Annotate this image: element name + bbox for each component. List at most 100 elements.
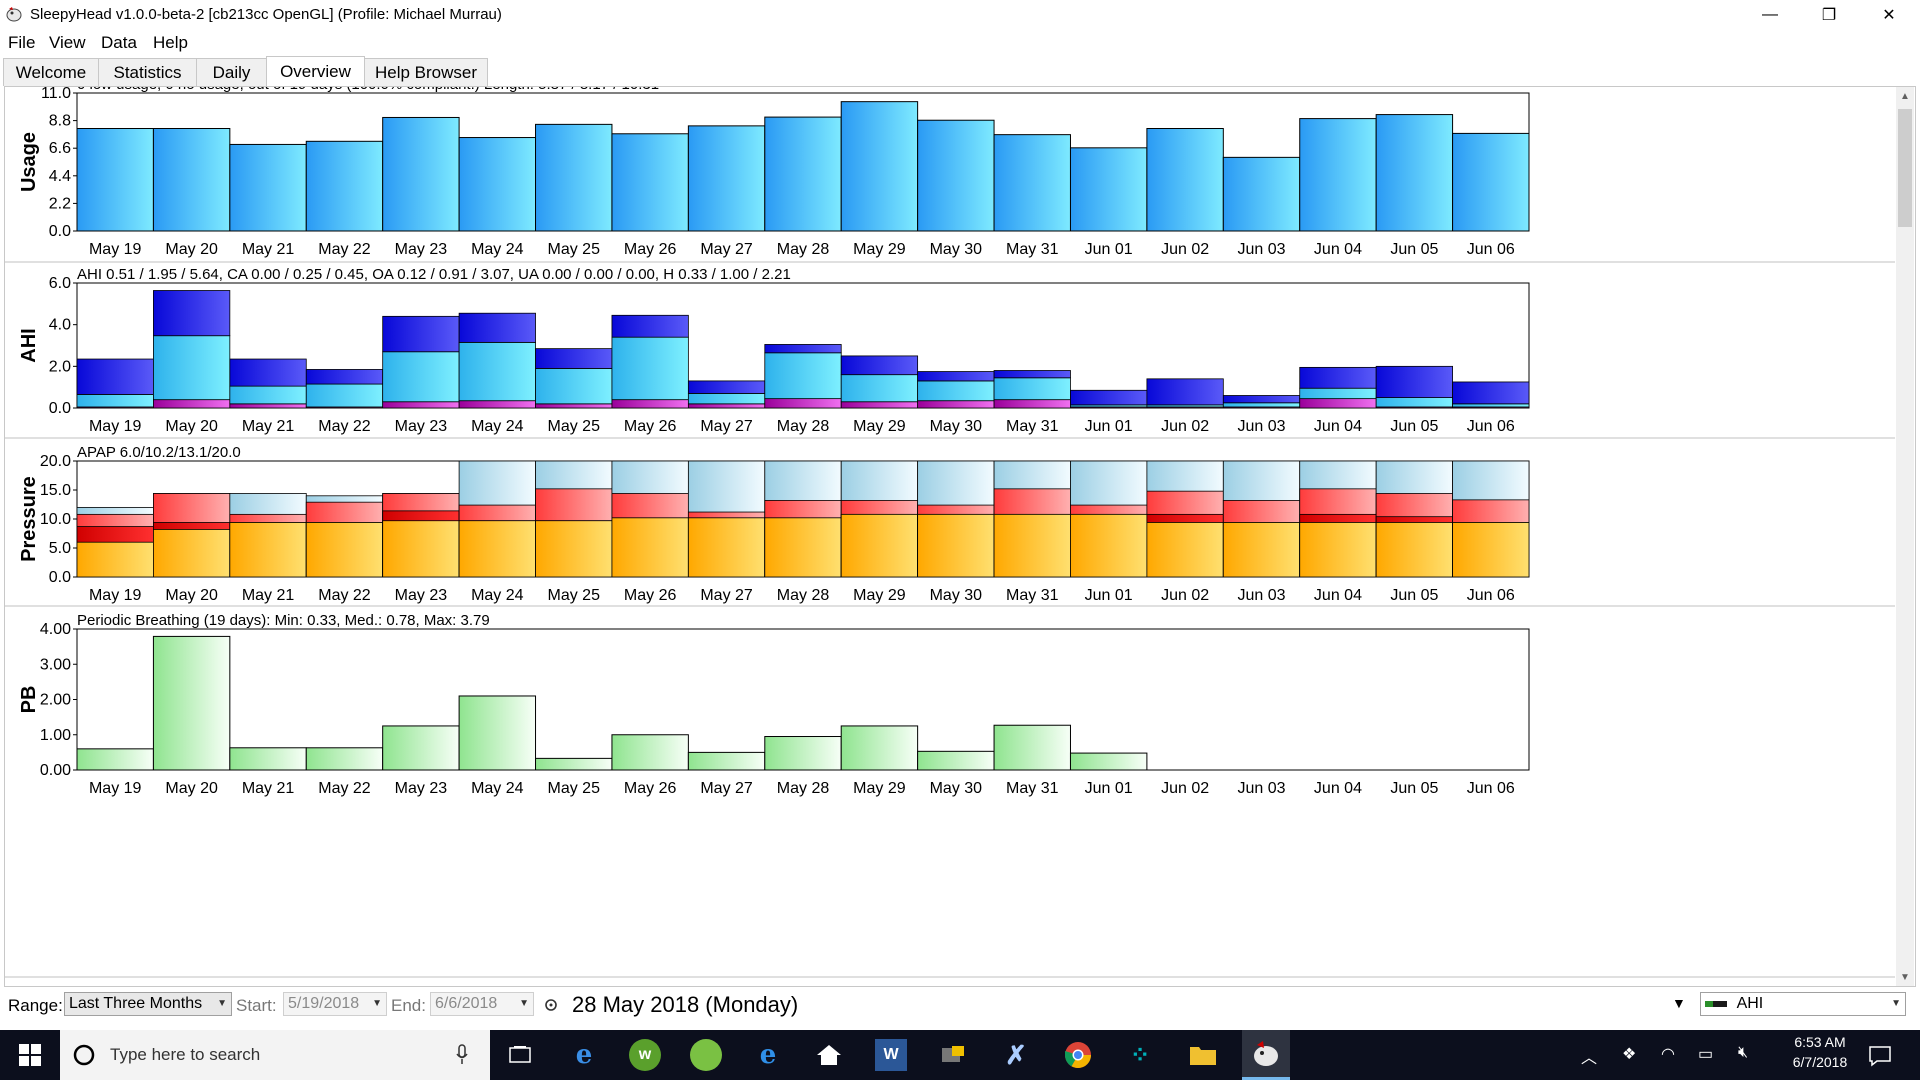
bar-band-min[interactable] bbox=[917, 513, 995, 578]
app-w-icon[interactable]: w bbox=[629, 1039, 661, 1071]
bar-band-min[interactable] bbox=[1222, 522, 1301, 578]
menu-data[interactable]: Data bbox=[101, 33, 137, 52]
bar-segment-ca[interactable] bbox=[535, 403, 613, 409]
app-green-ball-icon[interactable] bbox=[690, 1039, 722, 1071]
bar-band-min[interactable] bbox=[1375, 522, 1453, 578]
bar-segment-h[interactable] bbox=[993, 370, 1071, 379]
bar-pb[interactable] bbox=[993, 724, 1071, 771]
graph-select[interactable]: AHI ▼ bbox=[1700, 992, 1906, 1016]
start-button[interactable] bbox=[0, 1030, 60, 1080]
end-date-field[interactable]: 6/6/2018 ▼ bbox=[430, 992, 534, 1016]
bar-segment-ca[interactable] bbox=[687, 403, 766, 409]
bar-pb[interactable] bbox=[611, 734, 689, 771]
bar-segment-oa[interactable] bbox=[153, 335, 231, 401]
start-date-field[interactable]: 5/19/2018 ▼ bbox=[283, 992, 387, 1016]
bar-pb[interactable] bbox=[840, 725, 919, 771]
graph-dropdown-arrow-icon[interactable]: ▼ bbox=[1672, 995, 1686, 1011]
menu-help[interactable]: Help bbox=[153, 33, 188, 52]
bar-segment-oa[interactable] bbox=[229, 385, 307, 405]
menu-view[interactable]: View bbox=[49, 33, 86, 52]
x-app-icon[interactable]: ✗ bbox=[1005, 1039, 1027, 1070]
taskbar-clock[interactable]: 6:53 AM 6/7/2018 bbox=[1770, 1034, 1870, 1070]
bar-segment-h[interactable] bbox=[305, 369, 384, 385]
bar-segment-ca[interactable] bbox=[917, 400, 995, 409]
bar-segment-h[interactable] bbox=[840, 355, 919, 376]
tab-welcome[interactable]: Welcome bbox=[3, 58, 99, 86]
tab-daily[interactable]: Daily bbox=[196, 58, 267, 86]
bar-usage[interactable] bbox=[993, 134, 1071, 232]
home-icon[interactable] bbox=[813, 1039, 845, 1071]
bar-segment-ca[interactable] bbox=[1299, 398, 1377, 409]
bar-band-min[interactable] bbox=[305, 522, 384, 578]
bar-segment-h[interactable] bbox=[764, 344, 842, 354]
tab-overview[interactable]: Overview bbox=[266, 56, 365, 86]
bar-segment-h[interactable] bbox=[229, 358, 307, 387]
menu-file[interactable]: File bbox=[8, 33, 36, 52]
bar-segment-oa[interactable] bbox=[1375, 397, 1453, 408]
overview-graphs[interactable]: Usage 0 low usage, 0 no usage, out of 19 … bbox=[5, 87, 1895, 986]
bar-segment-h[interactable] bbox=[1299, 366, 1377, 389]
bar-segment-ca[interactable] bbox=[153, 399, 231, 409]
close-button[interactable]: ✕ bbox=[1882, 7, 1896, 24]
bar-band-min[interactable] bbox=[229, 522, 307, 578]
bar-usage[interactable] bbox=[1375, 114, 1454, 232]
word-icon[interactable]: W bbox=[875, 1039, 907, 1071]
bar-band-min[interactable] bbox=[611, 517, 689, 578]
bar-band-min[interactable] bbox=[535, 520, 613, 578]
bar-segment-h[interactable] bbox=[917, 371, 995, 382]
bar-band-min[interactable] bbox=[687, 517, 766, 578]
volume-muted-icon[interactable]: 🔇︎ bbox=[1738, 1044, 1749, 1061]
pinned-app-icon[interactable] bbox=[937, 1039, 969, 1071]
bar-usage[interactable] bbox=[535, 123, 613, 232]
bar-usage[interactable] bbox=[152, 128, 231, 232]
bar-pb[interactable] bbox=[382, 725, 460, 771]
bar-segment-oa[interactable] bbox=[840, 374, 919, 403]
bar-band-min[interactable] bbox=[153, 529, 231, 578]
bar-segment-oa[interactable] bbox=[993, 377, 1071, 401]
bar-segment-ca[interactable] bbox=[993, 399, 1071, 409]
bar-segment-h[interactable] bbox=[382, 315, 460, 353]
bar-segment-h[interactable] bbox=[535, 348, 613, 369]
bar-band-min[interactable] bbox=[840, 513, 919, 578]
bar-band-min[interactable] bbox=[993, 513, 1071, 578]
bar-segment-h[interactable] bbox=[1146, 378, 1224, 406]
bar-usage[interactable] bbox=[1069, 147, 1148, 232]
bar-segment-ca[interactable] bbox=[611, 399, 689, 409]
bar-segment-oa[interactable] bbox=[917, 380, 995, 402]
bar-band-min[interactable] bbox=[764, 517, 842, 578]
tab-help-browser[interactable]: Help Browser bbox=[364, 58, 488, 86]
chrome-icon[interactable] bbox=[1062, 1039, 1094, 1071]
bar-segment-ca[interactable] bbox=[382, 401, 460, 409]
bar-segment-ca[interactable] bbox=[229, 403, 307, 409]
bar-segment-oa[interactable] bbox=[76, 394, 154, 408]
bar-segment-oa[interactable] bbox=[1299, 387, 1377, 400]
bar-usage[interactable] bbox=[1452, 132, 1530, 232]
vertical-scrollbar[interactable]: ▲ ▼ bbox=[1896, 87, 1914, 986]
bar-band-min[interactable] bbox=[458, 520, 536, 578]
bar-band-min[interactable] bbox=[1299, 522, 1377, 578]
bar-segment-oa[interactable] bbox=[687, 393, 766, 405]
edge-browser-icon[interactable]: e bbox=[575, 1040, 593, 1070]
bar-usage[interactable] bbox=[840, 101, 919, 232]
battery-icon[interactable]: ▭ bbox=[1698, 1046, 1714, 1063]
bar-segment-ca[interactable] bbox=[840, 401, 919, 409]
bar-usage[interactable] bbox=[382, 116, 460, 232]
scroll-thumb[interactable] bbox=[1898, 109, 1912, 227]
bar-band-min[interactable] bbox=[382, 520, 460, 578]
bar-segment-ca[interactable] bbox=[458, 400, 536, 409]
microphone-icon[interactable] bbox=[455, 1044, 469, 1066]
bar-usage[interactable] bbox=[1222, 156, 1301, 232]
bar-usage[interactable] bbox=[1299, 118, 1377, 232]
bar-segment-ca[interactable] bbox=[764, 398, 842, 409]
bar-band-min[interactable] bbox=[1146, 522, 1224, 578]
taskbar-search[interactable]: Type here to search bbox=[60, 1030, 490, 1080]
bar-segment-h[interactable] bbox=[153, 290, 231, 337]
minimize-button[interactable]: — bbox=[1762, 6, 1778, 23]
bar-segment-h[interactable] bbox=[1452, 381, 1530, 405]
bar-usage[interactable] bbox=[229, 143, 307, 232]
dropbox-icon[interactable]: ❖ bbox=[1622, 1046, 1637, 1063]
bar-segment-h[interactable] bbox=[458, 312, 536, 343]
bar-pb[interactable] bbox=[152, 635, 231, 771]
wifi-icon[interactable]: ◠ bbox=[1661, 1046, 1675, 1063]
bar-segment-h[interactable] bbox=[611, 314, 689, 338]
